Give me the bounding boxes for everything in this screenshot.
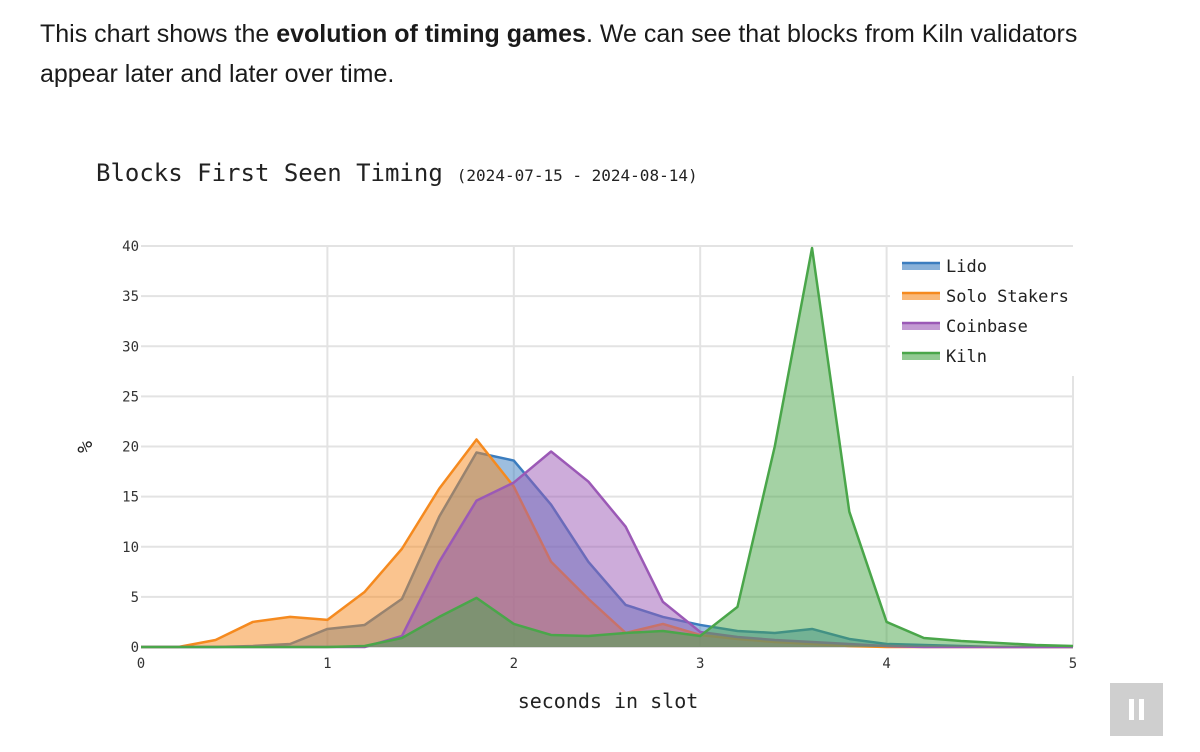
- chart-subtitle: (2024-07-15 - 2024-08-14): [457, 166, 698, 185]
- series-kiln: [141, 246, 1074, 649]
- y-tick-label: 15: [122, 490, 139, 506]
- legend-item[interactable]: Coinbase: [902, 317, 1028, 337]
- series-areas: [141, 246, 1074, 649]
- y-axis-title: %: [73, 441, 97, 453]
- x-tick-label: 2: [510, 656, 518, 672]
- x-tick-label: 4: [882, 656, 890, 672]
- x-tick-label: 3: [696, 656, 704, 672]
- intro-text-end: . We can see that blocks from Kiln valid…: [40, 20, 1078, 88]
- legend-swatch: [902, 263, 940, 270]
- y-tick-label: 30: [122, 339, 139, 355]
- y-tick-label: 0: [131, 640, 139, 656]
- x-tick-label: 0: [137, 656, 145, 672]
- legend-label: Coinbase: [946, 317, 1028, 337]
- y-tick-label: 35: [122, 289, 139, 305]
- y-tick-label: 5: [131, 590, 139, 606]
- legend-item[interactable]: Kiln: [902, 347, 987, 367]
- legend-item[interactable]: Lido: [902, 257, 987, 277]
- x-axis-title: seconds in slot: [518, 689, 699, 713]
- legend[interactable]: Lido Solo Stakers Coinbase Kiln: [902, 257, 1069, 367]
- y-tick-label: 10: [122, 540, 139, 556]
- legend-swatch: [902, 293, 940, 300]
- axes: 0 5 10 15 20 25 30 35 40 0 1 2 3 4 5: [122, 239, 1077, 672]
- legend-swatch: [902, 353, 940, 360]
- series-area: [141, 439, 1073, 647]
- legend-item[interactable]: Solo Stakers: [902, 287, 1069, 307]
- x-tick-label: 5: [1069, 656, 1077, 672]
- series-line: [141, 246, 1074, 649]
- intro-paragraph: This chart shows the evolution of timing…: [40, 14, 1160, 94]
- legend-swatch: [902, 323, 940, 330]
- intro-text-bold: evolution of timing games: [276, 20, 586, 48]
- x-tick-label: 1: [323, 656, 331, 672]
- y-tick-label: 25: [122, 389, 139, 405]
- pause-icon-left-bar: [1129, 699, 1134, 720]
- intro-text-start: This chart shows the: [40, 20, 277, 48]
- legend-label: Solo Stakers: [946, 287, 1069, 307]
- series-area: [141, 451, 1073, 647]
- legend-label: Lido: [946, 257, 987, 277]
- y-tick-label: 40: [122, 239, 139, 255]
- series-area: [141, 248, 1073, 647]
- pause-icon-right-bar: [1139, 699, 1144, 720]
- pause-button[interactable]: [1110, 683, 1163, 736]
- y-tick-label: 20: [122, 440, 139, 456]
- chart-title: Blocks First Seen Timing (2024-07-15 - 20…: [96, 159, 698, 187]
- chart-title-main: Blocks First Seen Timing: [96, 159, 443, 187]
- legend-label: Kiln: [946, 347, 987, 367]
